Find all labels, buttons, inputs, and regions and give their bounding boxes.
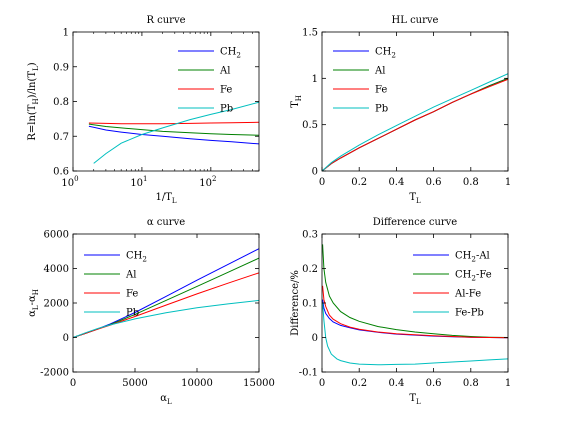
y-tick-label: -2000 bbox=[40, 368, 69, 379]
series-line-al bbox=[88, 123, 259, 136]
y-tick-label: 0 bbox=[63, 333, 69, 344]
series-line-al-fe bbox=[322, 285, 508, 339]
x-tick-label: 101 bbox=[130, 175, 147, 189]
legend-label: Fe bbox=[220, 85, 232, 96]
legend-label: CH2 bbox=[220, 47, 241, 60]
y-tick-label: 6000 bbox=[44, 230, 69, 241]
y-tick-label: 0 bbox=[312, 333, 318, 344]
series-line-ch2 bbox=[322, 77, 508, 171]
legend: CH2-Al CH2-Fe Al-Fe Fe-Pb bbox=[413, 251, 492, 319]
series-group bbox=[88, 101, 259, 164]
x-tick-label: 0.8 bbox=[463, 378, 479, 389]
x-axis-label: 1/TL bbox=[155, 192, 176, 205]
x-tick-label: 15000 bbox=[243, 378, 275, 389]
x-axis-label: TL bbox=[409, 393, 421, 406]
legend-label: Pb bbox=[375, 104, 388, 115]
series-line-ch2 bbox=[88, 125, 259, 145]
y-tick-label: 0.5 bbox=[302, 120, 318, 131]
y-tick-label: 0 bbox=[312, 167, 318, 178]
x-tick-label: 0.2 bbox=[351, 378, 367, 389]
legend-label: CH2-Fe bbox=[455, 270, 492, 283]
y-tick-label: 2000 bbox=[44, 299, 69, 310]
x-tick-label: 5000 bbox=[122, 378, 147, 389]
legend-label: Pb bbox=[126, 308, 139, 319]
y-tick-label: 1 bbox=[312, 74, 318, 85]
legend-label: Al bbox=[125, 270, 136, 281]
y-tick-label: 0.9 bbox=[53, 62, 69, 73]
y-tick-label: 0.3 bbox=[302, 230, 318, 241]
legend-label: CH2 bbox=[375, 47, 396, 60]
y-tick-label: 0.2 bbox=[302, 264, 318, 275]
x-tick-label: 102 bbox=[199, 175, 216, 189]
legend-label: Al bbox=[219, 66, 230, 77]
chart-title: α curve bbox=[147, 217, 185, 228]
series-line-pb bbox=[322, 73, 508, 171]
legend: CH2 Al Fe Pb bbox=[333, 47, 396, 115]
axes-box bbox=[321, 31, 509, 172]
x-axis-label: TL bbox=[409, 192, 421, 205]
subplot-2: 0 0.2 0.4 0.6 0.8 1 0 0.5 1 1.5 HL curve TL TH CH2 Al F… bbox=[290, 15, 511, 205]
y-tick-label: 0.7 bbox=[53, 132, 69, 143]
x-tick-label: 0.6 bbox=[426, 177, 442, 188]
legend-label: Al-Fe bbox=[454, 289, 481, 300]
subplot-1: 100 101 102 0.6 0.7 0.8 0.9 1 R curve 1/TL R=ln(TH… bbox=[27, 15, 260, 205]
series-line-al bbox=[73, 257, 259, 338]
series-group bbox=[322, 73, 508, 171]
legend: CH2 Al Fe Pb bbox=[178, 47, 241, 115]
x-tick-label: 1 bbox=[505, 177, 511, 188]
y-axis-label: Difference/% bbox=[290, 270, 301, 336]
y-tick-label: 4000 bbox=[44, 264, 69, 275]
x-tick-label: 0 bbox=[319, 378, 325, 389]
legend-label: Fe bbox=[126, 289, 138, 300]
legend-label: Al bbox=[374, 66, 385, 77]
series-line-pb bbox=[73, 299, 259, 338]
series-line-fe-pb bbox=[322, 302, 508, 366]
legend-label: Fe-Pb bbox=[455, 308, 484, 319]
y-tick-label: 0.6 bbox=[53, 167, 69, 178]
x-tick-label: 0.8 bbox=[463, 177, 479, 188]
series-line-pb bbox=[93, 101, 259, 164]
legend-label: CH2-Al bbox=[455, 251, 490, 264]
legend-label: CH2 bbox=[126, 251, 147, 264]
series-line-fe bbox=[322, 78, 508, 171]
x-tick-label: 10000 bbox=[181, 378, 213, 389]
y-tick-label: 1 bbox=[63, 28, 69, 39]
x-tick-label: 0.4 bbox=[388, 378, 404, 389]
x-axis-label: αL bbox=[160, 393, 172, 406]
series-group bbox=[73, 248, 259, 338]
x-tick-label: 0 bbox=[319, 177, 325, 188]
series-line-ch2-fe bbox=[322, 244, 508, 338]
y-tick-label: -0.1 bbox=[299, 368, 318, 379]
legend-label: Fe bbox=[375, 85, 387, 96]
x-tick-label: 0.6 bbox=[426, 378, 442, 389]
x-tick-label: 100 bbox=[61, 175, 78, 189]
y-axis-label: TH bbox=[290, 95, 303, 108]
x-tick-label: 0.4 bbox=[388, 177, 404, 188]
chart-title: HL curve bbox=[392, 15, 439, 26]
x-tick-label: 0 bbox=[70, 378, 76, 389]
chart-title: Difference curve bbox=[373, 217, 458, 228]
series-line-al bbox=[322, 77, 508, 171]
series-line-fe bbox=[88, 121, 259, 125]
y-axis-label: αL-αH bbox=[27, 289, 40, 317]
y-axis-label: R=ln(TH)/ln(TL) bbox=[27, 62, 40, 140]
x-tick-label: 0.2 bbox=[351, 177, 367, 188]
chart-title: R curve bbox=[146, 15, 185, 26]
y-tick-label: 0.1 bbox=[302, 299, 318, 310]
x-tick-label: 1 bbox=[505, 378, 511, 389]
y-tick-label: 0.8 bbox=[53, 97, 69, 108]
legend-label: Pb bbox=[220, 104, 233, 115]
series-group bbox=[322, 244, 508, 366]
legend: CH2 Al Fe Pb bbox=[84, 251, 147, 319]
series-line-fe bbox=[73, 272, 259, 338]
y-tick-label: 1.5 bbox=[302, 28, 318, 39]
